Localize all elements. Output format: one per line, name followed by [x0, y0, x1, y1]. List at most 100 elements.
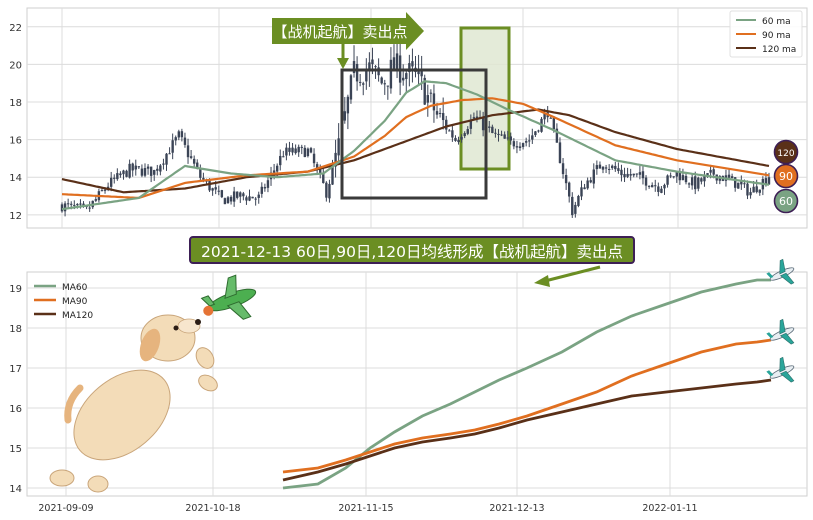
toy-plane-tail: [200, 295, 216, 307]
bottom-y-tick-label: 19: [9, 284, 22, 295]
candle-body: [441, 113, 445, 121]
candle-body: [113, 177, 116, 179]
candle-body: [521, 143, 525, 147]
bottom-y-tick-label: 18: [9, 324, 22, 335]
candle-body: [306, 148, 310, 157]
candle-body: [528, 140, 531, 142]
dog-front-paw-2: [198, 374, 218, 392]
candle-body: [165, 153, 168, 165]
candle-body: [472, 117, 476, 119]
candle-body: [239, 192, 242, 197]
candle-body: [512, 141, 516, 147]
candle-body: [494, 132, 497, 134]
candle-body: [229, 196, 233, 202]
candle-body: [303, 147, 307, 158]
focus-box: [340, 68, 488, 200]
top-arrow-label-text: 【战机起航】卖出点: [272, 23, 407, 41]
candle-body: [352, 61, 356, 74]
top-y-tick-label: 20: [9, 60, 22, 71]
candle-body: [334, 152, 337, 167]
dog-eye: [173, 325, 179, 331]
top-legend: 60 ma 90 ma 120 ma: [729, 10, 803, 58]
candle-body: [580, 187, 583, 197]
candle-body: [254, 198, 257, 200]
candle-body: [309, 148, 313, 153]
candle-body: [491, 126, 494, 134]
candle-body: [497, 133, 500, 135]
candle-body: [177, 131, 181, 138]
candle-body: [469, 119, 473, 129]
candle-body: [76, 203, 79, 206]
candle-body: [196, 162, 199, 169]
banner-arrow-shaft: [544, 265, 601, 283]
candle-body: [740, 181, 743, 185]
candle-body: [180, 131, 184, 138]
candle-body: [405, 73, 408, 80]
candle-body: [291, 147, 294, 153]
candle-body: [697, 177, 700, 189]
ma-badge-label: 60: [779, 195, 793, 208]
candle-body: [737, 182, 740, 189]
candle-body: [402, 77, 405, 81]
airplane-icon: [766, 356, 795, 383]
candle-body: [171, 140, 174, 153]
candle-body: [192, 158, 196, 164]
candle-body: [223, 198, 227, 205]
candle-body: [365, 70, 368, 82]
candle-body: [389, 59, 393, 89]
candle-body: [567, 182, 571, 197]
candle-body: [524, 141, 528, 143]
candle-body: [577, 196, 580, 206]
airplane-tail: [766, 370, 774, 377]
candle-body: [743, 183, 746, 185]
candle-body: [395, 53, 399, 71]
candle-body: [162, 163, 165, 165]
candle-body: [242, 193, 245, 197]
ma-badge-label: 120: [777, 149, 794, 159]
toy-plane-nose: [203, 305, 214, 316]
candle-body: [681, 175, 685, 181]
dog-body: [73, 369, 171, 461]
candle-body: [319, 168, 322, 174]
candle-body: [617, 168, 620, 171]
candle-body: [654, 185, 657, 187]
candle-body: [675, 172, 678, 177]
candle-body: [153, 169, 156, 175]
bottom-legend-label: MA60: [62, 283, 88, 293]
candle-body: [183, 137, 187, 145]
dog-hind-paw: [49, 469, 75, 487]
candle-body: [186, 145, 190, 158]
top-y-tick-label: 22: [9, 23, 22, 34]
dog-nose: [195, 319, 201, 325]
cartoon-dog: [49, 314, 218, 493]
bottom-series-ma90: [282, 338, 772, 474]
candle-body: [315, 164, 319, 169]
candle-body: [146, 166, 150, 169]
candle-body: [503, 134, 506, 139]
candle-body: [131, 163, 134, 171]
candle-body: [88, 207, 91, 209]
candle-body: [272, 170, 276, 173]
airplane-tail: [766, 332, 774, 339]
candle-body: [509, 136, 512, 141]
candle-body: [746, 183, 749, 196]
candle-body: [411, 61, 414, 67]
bottom-series-ma120: [282, 378, 772, 482]
top-y-tick-label: 12: [9, 211, 22, 222]
candle-body: [488, 126, 491, 128]
candle-body: [767, 177, 771, 185]
bottom-x-tick-label: 2021-12-13: [489, 503, 544, 514]
candle-body: [574, 204, 577, 214]
candle-body: [700, 178, 703, 182]
bottom-series-ma60: [282, 278, 771, 490]
airplane-tail: [766, 272, 774, 279]
candle-body: [448, 130, 451, 132]
bottom-legend: MA60 MA90 MA120: [34, 283, 93, 321]
candle-body: [626, 173, 629, 177]
sell-point-banner: 2021-12-13 60日,90日,120日均线形成【战机起航】卖出点: [189, 236, 635, 264]
candle-body: [500, 134, 503, 136]
dog-tail: [64, 384, 84, 424]
candle-body: [712, 169, 715, 175]
toy-airplane: [200, 274, 257, 320]
